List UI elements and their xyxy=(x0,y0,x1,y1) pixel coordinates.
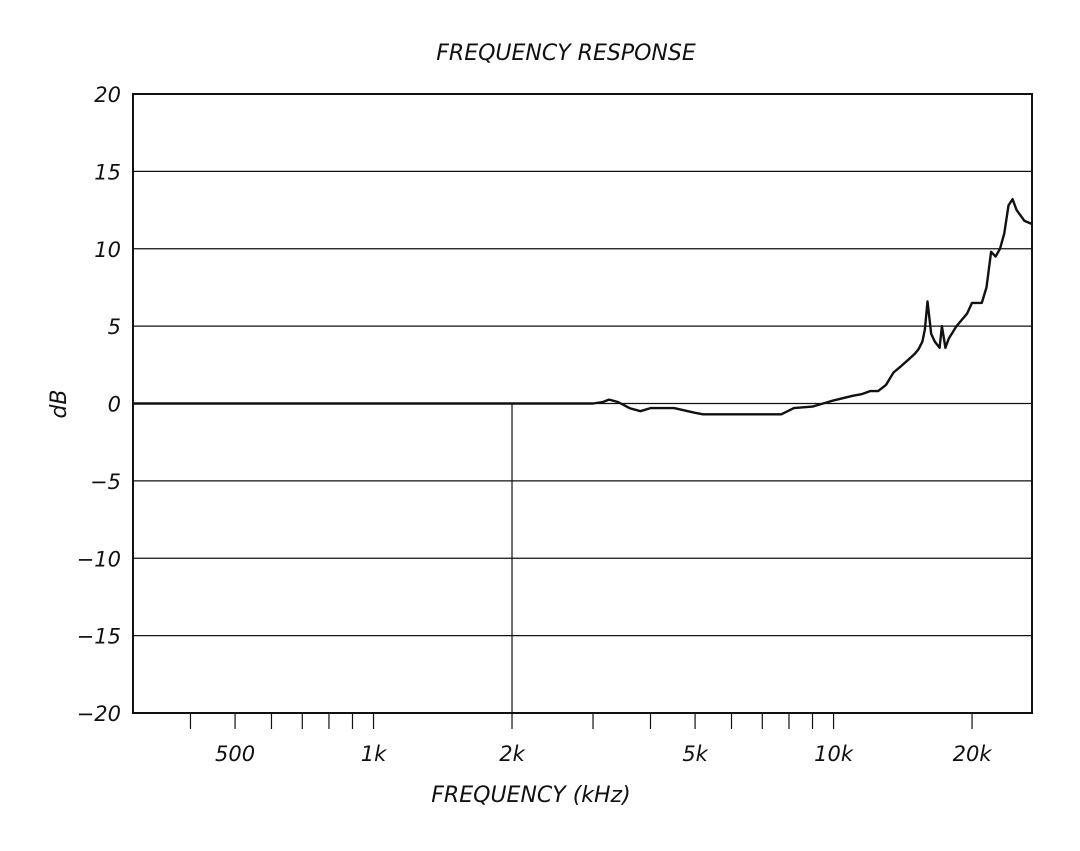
y-tick-label: 20 xyxy=(94,83,121,107)
grid-lines xyxy=(133,170,1032,713)
x-tick-label: 2k xyxy=(499,742,525,766)
x-tick-label: 20k xyxy=(953,742,993,766)
chart-title: FREQUENCY RESPONSE xyxy=(436,41,696,66)
x-tick-label: 10k xyxy=(814,742,854,766)
x-tick-label: 5k xyxy=(682,742,708,766)
y-tick-label: −5 xyxy=(90,470,121,494)
x-axis-ticks xyxy=(189,713,973,729)
x-axis-tick-labels: 500 1k 2k 5k 10k 20k xyxy=(215,742,992,766)
y-axis-label: dB xyxy=(47,389,72,418)
x-axis-label: FREQUENCY (kHz) xyxy=(431,783,630,808)
y-tick-label: −15 xyxy=(77,625,121,649)
y-tick-label: −20 xyxy=(77,702,121,726)
response-curve xyxy=(133,198,1033,416)
x-tick-label: 1k xyxy=(361,742,387,766)
y-tick-label: −10 xyxy=(77,547,121,571)
y-tick-label: 0 xyxy=(108,393,121,417)
y-tick-label: 10 xyxy=(94,238,121,262)
y-tick-label: 5 xyxy=(108,315,121,339)
x-tick-label: 500 xyxy=(215,742,255,766)
y-axis-tick-labels: 20 15 10 5 0 −5 −10 −15 −20 xyxy=(77,83,121,726)
y-tick-label: 15 xyxy=(94,160,121,184)
